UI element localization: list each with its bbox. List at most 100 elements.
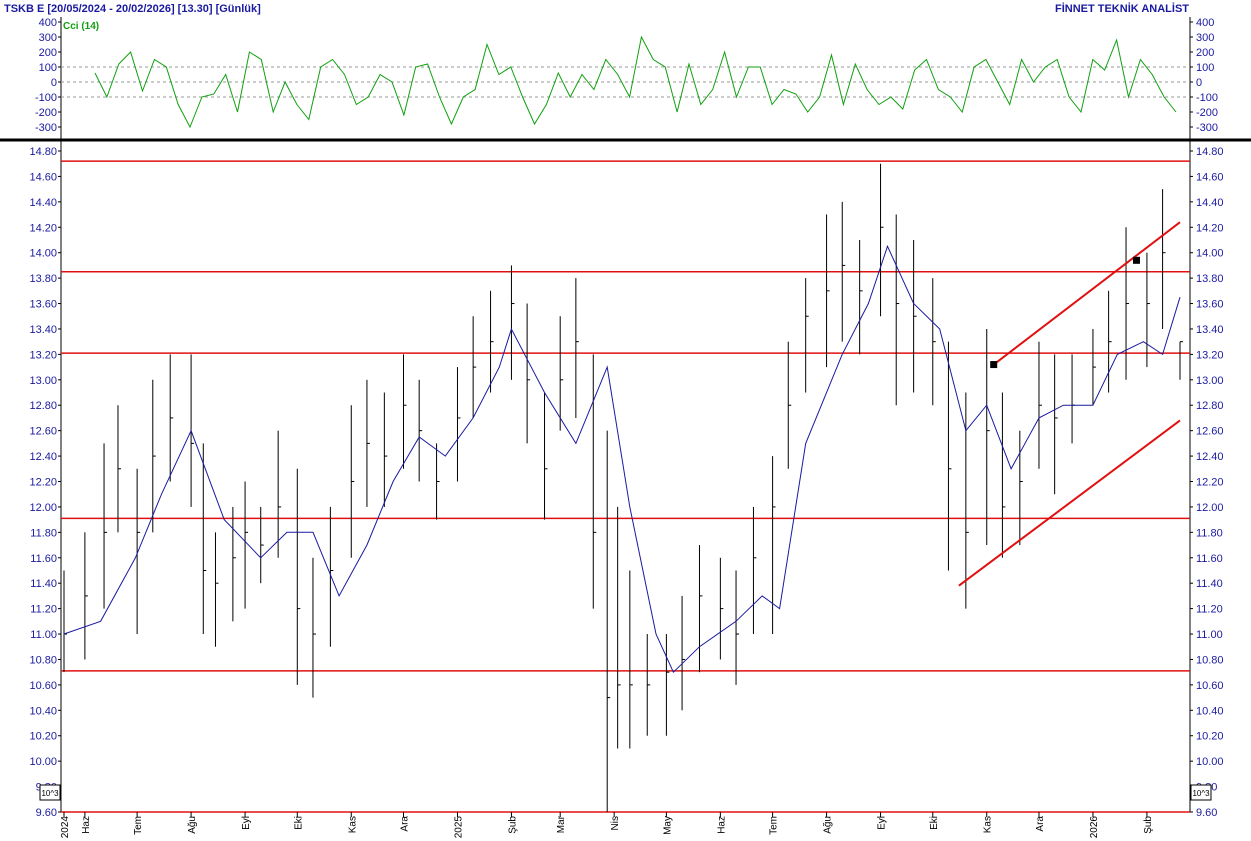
date-tick-label: Şub (1143, 816, 1154, 834)
date-tick-label: Ağu (823, 816, 834, 834)
date-tick-label: Ağu (187, 816, 198, 834)
price-tick-label-right: 13.40 (1196, 324, 1224, 336)
scale-badge-right: 10^3 (1192, 789, 1210, 798)
price-tick-label-left: 13.40 (29, 324, 57, 336)
date-tick-label: Eyl (241, 816, 252, 830)
cci-tick-label-right: 0 (1196, 77, 1202, 89)
trendlines (958, 221, 1181, 587)
price-tick-label-right: 12.00 (1196, 502, 1224, 514)
price-tick-label-right: 10.80 (1196, 654, 1224, 666)
price-tick-label-left: 12.00 (29, 502, 57, 514)
price-tick-label-left: 9.60 (36, 807, 57, 819)
date-tick-label: May (662, 816, 673, 835)
price-tick-label-right: 12.80 (1196, 400, 1224, 412)
cci-tick-label-left: 0 (51, 77, 57, 89)
price-tick-label-right: 13.20 (1196, 349, 1224, 361)
date-tick-label: Mar (556, 815, 567, 833)
date-tick-label: Tem (133, 816, 144, 835)
cci-tick-label-right: 300 (1196, 32, 1214, 44)
price-tick-label-right: 9.60 (1196, 807, 1217, 819)
date-tick-label: 2024 (60, 816, 71, 839)
chart-header-brand: FİNNET TEKNİK ANALİST (1054, 3, 1189, 15)
trend-anchor-marker (990, 361, 998, 369)
price-tick-label-right: 14.40 (1196, 197, 1224, 209)
date-tick-label: Eki (293, 816, 304, 830)
price-tick-label-left: 14.00 (29, 248, 57, 260)
price-tick-label-left: 14.20 (29, 222, 57, 234)
cci-axis-ticks: 400 400 300 300 200 200 100 100 0 0 -100 -100 -200 -2… (35, 17, 1218, 134)
cci-tick-label-right: -300 (1196, 122, 1218, 134)
date-tick-label: Eyl (877, 816, 888, 830)
cci-tick-label-left: -100 (35, 92, 57, 104)
date-axis-ticks: 2024 Haz Tem Ağu Eyl Eki Kas Ara 2025 Şub Mar Nis Ma… (60, 812, 1154, 838)
price-tick-label-left: 10.00 (29, 756, 57, 768)
price-tick-label-right: 11.20 (1196, 604, 1223, 616)
price-tick-label-left: 12.80 (29, 400, 57, 412)
frame (0, 17, 1251, 813)
price-tick-label-left: 12.40 (29, 451, 57, 463)
date-tick-label: Haz (716, 816, 727, 834)
date-tick-label: Tem (769, 816, 780, 835)
cci-tick-label-right: 100 (1196, 62, 1214, 74)
price-tick-label-left: 10.20 (29, 731, 57, 743)
price-tick-label-right: 10.40 (1196, 705, 1224, 717)
trend-anchor-marker (1132, 256, 1140, 264)
price-tick-label-left: 13.80 (29, 273, 57, 285)
cci-tick-label-right: 400 (1196, 17, 1214, 29)
cci-line (94, 35, 1177, 129)
date-tick-label: Nis (610, 816, 621, 830)
price-tick-label-left: 11.40 (30, 578, 57, 590)
chart-header-title: TSKB E [20/05/2024 - 20/02/2026] [13.30]… (4, 3, 261, 15)
date-tick-label: Ara (1035, 816, 1046, 832)
cci-tick-label-left: 200 (39, 47, 57, 59)
date-tick-label: 2025 (453, 816, 464, 839)
price-tick-label-left: 12.60 (29, 426, 57, 438)
price-tick-label-right: 14.60 (1196, 171, 1224, 183)
cci-tick-label-left: -200 (35, 107, 57, 119)
price-tick-label-right: 14.00 (1196, 248, 1224, 260)
trendline (958, 419, 1181, 587)
moving-average-line (63, 244, 1181, 674)
price-tick-label-right: 14.80 (1196, 146, 1224, 158)
price-tick-label-right: 10.20 (1196, 731, 1224, 743)
price-tick-label-left: 13.00 (29, 375, 57, 387)
date-tick-label: Haz (81, 816, 92, 834)
trend-markers (990, 256, 1140, 369)
cci-tick-label-right: -100 (1196, 92, 1218, 104)
price-tick-label-left: 10.40 (29, 705, 57, 717)
date-tick-label: Kas (983, 816, 994, 833)
cci-tick-label-left: 100 (39, 62, 57, 74)
price-tick-label-right: 14.20 (1196, 222, 1224, 234)
cci-tick-label-left: 400 (39, 17, 57, 29)
cci-tick-label-left: 300 (39, 32, 57, 44)
price-tick-label-left: 12.20 (29, 477, 57, 489)
price-tick-label-left: 14.60 (29, 171, 57, 183)
scale-badge-left: 10^3 (41, 789, 59, 798)
price-axis-ticks: 14.80 14.80 14.60 14.60 14.40 14.40 14.20 14.20… (29, 146, 1223, 819)
date-tick-label: Şub (507, 816, 518, 834)
date-tick-label: Kas (347, 816, 358, 833)
price-tick-label-left: 13.60 (29, 299, 57, 311)
trendline (993, 221, 1181, 366)
moving-average-layer (63, 244, 1181, 674)
cci-tick-label-left: -300 (35, 122, 57, 134)
price-tick-label-left: 11.80 (30, 527, 57, 539)
price-tick-label-right: 13.80 (1196, 273, 1224, 285)
price-tick-label-right: 11.00 (1196, 629, 1223, 641)
price-bars (63, 163, 1183, 812)
date-tick-label: Eki (929, 816, 940, 830)
cci-tick-label-right: 200 (1196, 47, 1214, 59)
price-tick-label-right: 11.80 (1196, 527, 1223, 539)
price-tick-label-left: 14.40 (29, 197, 57, 209)
price-tick-label-right: 10.00 (1196, 756, 1224, 768)
price-tick-label-left: 11.20 (30, 604, 57, 616)
support-resistance-lines (61, 160, 1190, 813)
date-tick-label: Ara (400, 816, 411, 832)
price-tick-label-left: 10.80 (29, 654, 57, 666)
price-tick-label-left: 11.60 (30, 553, 57, 565)
price-tick-label-right: 12.20 (1196, 477, 1224, 489)
price-tick-label-left: 11.00 (30, 629, 57, 641)
scale-badges: 10^3 10^3 (39, 784, 1212, 801)
price-tick-label-right: 12.40 (1196, 451, 1224, 463)
